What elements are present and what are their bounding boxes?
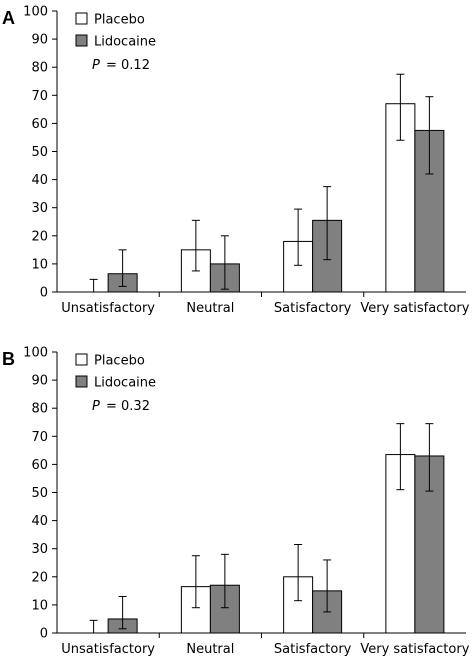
bar-placebo-satisfactory [283, 576, 314, 634]
chart-panel-a: A 0 10 20 30 40 50 60 70 80 90 100 Unsatisfactory Neu… [2, 5, 470, 317]
legend-label-placebo: Placebo [94, 13, 145, 28]
legend-swatch-lidocaine [75, 375, 88, 388]
y-tick-label: 40 [31, 514, 48, 529]
x-category-label: Very satisfactory [360, 642, 469, 657]
p-value-text: = 0.12 [106, 58, 150, 73]
x-category-label: Neutral [186, 642, 234, 657]
p-value-symbol: P [92, 399, 100, 414]
x-category-label: Satisfactory [274, 642, 352, 657]
y-tick-label: 10 [31, 257, 48, 272]
legend-swatch-placebo [75, 12, 88, 25]
y-tick-label: 0 [40, 627, 48, 642]
p-value-annotation: P = 0.32 [92, 399, 150, 414]
y-tick-label: 60 [31, 458, 48, 473]
y-tick-label: 90 [31, 33, 48, 48]
p-value-symbol: P [92, 58, 100, 73]
p-value-annotation: P = 0.12 [92, 58, 150, 73]
legend-swatch-lidocaine [75, 34, 88, 47]
p-value-text: = 0.32 [106, 399, 150, 414]
y-tick-label: 90 [31, 374, 48, 389]
y-tick-label: 70 [31, 430, 48, 445]
y-tick-label: 100 [23, 5, 48, 20]
y-tick-label: 50 [31, 486, 48, 501]
y-tick-label: 10 [31, 598, 48, 613]
x-category-label: Very satisfactory [360, 301, 469, 316]
panel-label: B [2, 349, 15, 369]
legend-label-lidocaine: Lidocaine [94, 376, 156, 391]
y-tick-label: 100 [23, 346, 48, 361]
panel-label: A [2, 8, 15, 28]
chart-panel-b: B 0 10 20 30 40 50 60 70 80 90 100 Unsatisfactory Neu… [2, 346, 470, 658]
legend-swatch-placebo [75, 353, 88, 366]
y-tick-label: 30 [31, 201, 48, 216]
y-tick-label: 30 [31, 542, 48, 557]
x-category-label: Neutral [186, 301, 234, 316]
y-tick-label: 70 [31, 89, 48, 104]
y-tick-label: 20 [31, 570, 48, 585]
y-tick-label: 60 [31, 117, 48, 132]
legend-label-lidocaine: Lidocaine [94, 35, 156, 50]
x-category-label: Unsatisfactory [61, 301, 155, 316]
y-tick-label: 80 [31, 402, 48, 417]
y-tick-label: 0 [40, 286, 48, 301]
legend-label-placebo: Placebo [94, 354, 145, 369]
y-tick-label: 80 [31, 61, 48, 76]
x-category-label: Unsatisfactory [61, 642, 155, 657]
x-category-label: Satisfactory [274, 301, 352, 316]
y-tick-label: 50 [31, 145, 48, 160]
y-tick-label: 40 [31, 173, 48, 188]
y-tick-label: 20 [31, 229, 48, 244]
